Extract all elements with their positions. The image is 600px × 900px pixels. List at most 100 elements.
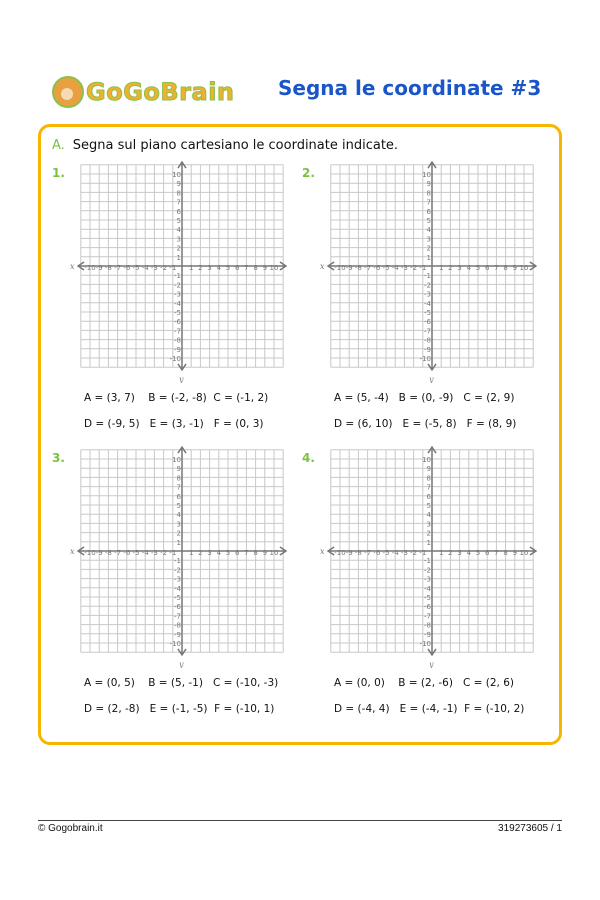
y-tick-label: -4 bbox=[424, 585, 432, 593]
x-tick-label: 3 bbox=[457, 549, 461, 557]
x-axis-label: x bbox=[70, 547, 75, 556]
coordinates-list: A = (5, -4) B = (0, -9) C = (2, 9) bbox=[334, 392, 515, 404]
y-tick-label: 6 bbox=[177, 493, 182, 501]
x-axis-label: x bbox=[320, 262, 325, 271]
y-tick-label: 7 bbox=[427, 199, 431, 207]
y-tick-label: -4 bbox=[424, 300, 432, 308]
y-tick-label: 10 bbox=[422, 171, 431, 179]
coordinates-list: D = (-9, 5) E = (3, -1) F = (0, 3) bbox=[84, 418, 264, 430]
x-axis-label: x bbox=[320, 547, 325, 556]
x-tick-label: -9 bbox=[96, 549, 103, 557]
y-tick-label: 6 bbox=[427, 493, 432, 501]
exercise-letter: A. bbox=[52, 138, 65, 153]
x-tick-label: -7 bbox=[364, 549, 371, 557]
problem-number: 3. bbox=[52, 451, 65, 465]
x-tick-label: -9 bbox=[346, 264, 353, 272]
y-tick-label: -9 bbox=[424, 631, 431, 639]
x-tick-label: 10 bbox=[520, 264, 529, 272]
problem-number: 4. bbox=[302, 451, 315, 465]
instruction-text: Segna sul piano cartesiano le coordinate… bbox=[72, 138, 399, 153]
x-tick-label: 9 bbox=[263, 264, 267, 272]
y-tick-label: 8 bbox=[177, 474, 181, 482]
x-tick-label: 6 bbox=[235, 264, 240, 272]
y-tick-label: 3 bbox=[177, 235, 181, 243]
y-tick-label: -9 bbox=[174, 346, 181, 354]
page-title: Segna le coordinate #3 bbox=[278, 76, 542, 100]
y-tick-label: 2 bbox=[177, 530, 181, 538]
cartesian-grid[interactable]: -10-10-9-9-8-8-7-7-6-6-5-5-4-4-3-3-2-2-1… bbox=[318, 158, 548, 383]
problem-number: 1. bbox=[52, 166, 65, 180]
x-tick-label: -5 bbox=[383, 549, 390, 557]
y-axis-arrows bbox=[177, 445, 187, 657]
x-tick-label: 2 bbox=[198, 549, 202, 557]
x-tick-label: 9 bbox=[263, 549, 267, 557]
x-tick-label: 5 bbox=[476, 549, 480, 557]
y-tick-label: -5 bbox=[424, 309, 431, 317]
x-tick-label: 1 bbox=[189, 549, 193, 557]
y-tick-label: 1 bbox=[427, 539, 431, 547]
x-tick-label: 3 bbox=[457, 264, 461, 272]
y-tick-label: 4 bbox=[427, 226, 432, 234]
x-tick-label: -4 bbox=[142, 264, 150, 272]
x-tick-label: -5 bbox=[383, 264, 390, 272]
cartesian-grid[interactable]: -10-10-9-9-8-8-7-7-6-6-5-5-4-4-3-3-2-2-1… bbox=[68, 158, 298, 383]
problem-number: 2. bbox=[302, 166, 315, 180]
y-tick-label: 4 bbox=[177, 226, 182, 234]
y-axis-arrows bbox=[177, 160, 187, 372]
y-axis-arrows bbox=[427, 445, 437, 657]
y-tick-label: -8 bbox=[174, 337, 181, 345]
x-tick-label: -10 bbox=[334, 549, 345, 557]
y-tick-label: -10 bbox=[170, 355, 181, 363]
cartesian-grid[interactable]: -10-10-9-9-8-8-7-7-6-6-5-5-4-4-3-3-2-2-1… bbox=[318, 443, 548, 668]
y-tick-label: 9 bbox=[427, 465, 431, 473]
y-tick-label: -2 bbox=[174, 566, 181, 574]
instruction: A. Segna sul piano cartesiano le coordina… bbox=[52, 138, 398, 153]
x-tick-label: -10 bbox=[84, 264, 95, 272]
x-tick-label: 3 bbox=[207, 264, 211, 272]
y-tick-label: 9 bbox=[177, 465, 181, 473]
footer-copyright: © Gogobrain.it bbox=[38, 823, 103, 834]
x-tick-label: 3 bbox=[207, 549, 211, 557]
y-tick-label: 3 bbox=[427, 235, 431, 243]
x-tick-label: -2 bbox=[160, 549, 167, 557]
y-tick-label: 1 bbox=[177, 539, 181, 547]
exercise-box bbox=[38, 124, 562, 745]
y-tick-label: 8 bbox=[177, 189, 181, 197]
x-tick-label: 2 bbox=[448, 549, 452, 557]
y-tick-label: 7 bbox=[177, 199, 181, 207]
x-tick-label: -4 bbox=[392, 549, 400, 557]
cartesian-grid[interactable]: -10-10-9-9-8-8-7-7-6-6-5-5-4-4-3-3-2-2-1… bbox=[68, 443, 298, 668]
y-tick-label: 8 bbox=[427, 189, 431, 197]
y-tick-label: 3 bbox=[427, 520, 431, 528]
x-tick-label: -10 bbox=[84, 549, 95, 557]
x-tick-label: -6 bbox=[373, 264, 381, 272]
coordinates-list: A = (0, 5) B = (5, -1) C = (-10, -3) bbox=[84, 677, 279, 689]
x-tick-label: 8 bbox=[253, 264, 257, 272]
y-tick-label: -7 bbox=[424, 612, 431, 620]
x-tick-label: -8 bbox=[355, 264, 362, 272]
x-tick-label: -9 bbox=[346, 549, 353, 557]
y-tick-label: -8 bbox=[174, 622, 181, 630]
x-tick-label: 7 bbox=[494, 549, 498, 557]
footer-page-id: 319273605 / 1 bbox=[498, 823, 562, 834]
x-tick-label: 1 bbox=[439, 264, 443, 272]
y-tick-label: 10 bbox=[422, 456, 431, 464]
y-tick-label: -3 bbox=[424, 291, 431, 299]
x-tick-label: -1 bbox=[419, 549, 426, 557]
x-tick-label: 8 bbox=[503, 549, 507, 557]
y-tick-label: -6 bbox=[424, 603, 432, 611]
y-tick-label: 7 bbox=[427, 484, 431, 492]
x-tick-label: 9 bbox=[513, 549, 517, 557]
y-tick-label: 10 bbox=[172, 456, 181, 464]
x-tick-label: -1 bbox=[169, 549, 176, 557]
logo: GoGoBrain bbox=[52, 76, 235, 108]
x-tick-label: 4 bbox=[467, 549, 472, 557]
y-tick-label: -4 bbox=[174, 585, 182, 593]
y-tick-label: -7 bbox=[174, 612, 181, 620]
x-tick-label: 4 bbox=[467, 264, 472, 272]
x-tick-label: 9 bbox=[513, 264, 517, 272]
y-tick-label: -10 bbox=[420, 640, 431, 648]
y-tick-label: -5 bbox=[174, 594, 181, 602]
x-tick-label: -2 bbox=[160, 264, 167, 272]
y-tick-label: 4 bbox=[427, 511, 432, 519]
